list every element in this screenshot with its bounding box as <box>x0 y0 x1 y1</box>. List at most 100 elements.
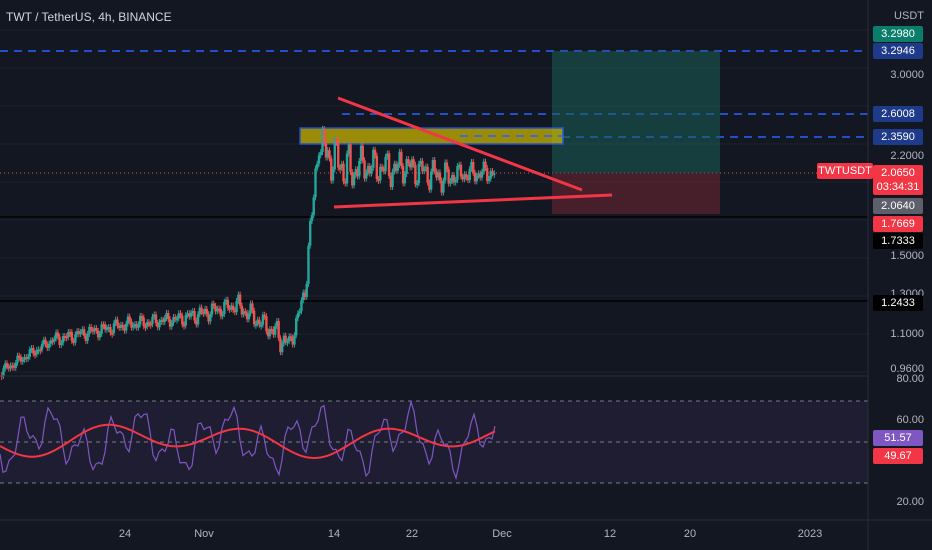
candle-body <box>280 343 284 353</box>
badge-rsi-ma[interactable]: 49.67 <box>873 448 923 464</box>
candle-body <box>419 160 422 164</box>
candle-body <box>484 161 487 169</box>
candle-body <box>70 332 74 341</box>
candle-body <box>93 328 96 332</box>
candle-body <box>438 172 442 181</box>
candle-body <box>401 166 405 184</box>
candle-body <box>60 342 63 346</box>
candle-body <box>331 169 335 181</box>
candle-body <box>32 347 35 354</box>
candle-body <box>56 332 60 337</box>
badge-rsi[interactable]: 51.57 <box>873 430 923 446</box>
candle-body <box>18 355 21 358</box>
candle-body <box>126 316 130 324</box>
candle-body <box>314 168 317 198</box>
candle-body <box>266 331 270 337</box>
candle-body <box>47 343 51 349</box>
candle-body <box>144 326 147 329</box>
candle-body <box>421 160 424 172</box>
candle-body <box>263 314 266 317</box>
symbol-title[interactable]: TWT / TetherUS, 4h, BINANCE <box>6 10 172 24</box>
badge-stop[interactable]: 1.7669 <box>873 216 923 232</box>
candle-body <box>91 329 95 332</box>
candle-body <box>393 163 396 172</box>
candle-body <box>51 340 54 343</box>
candle-body <box>300 300 303 312</box>
badge-support-1[interactable]: 1.7333 <box>873 233 923 249</box>
candle-body <box>391 171 394 187</box>
candle-body <box>132 325 135 328</box>
candle-body <box>228 307 231 310</box>
candle-body <box>454 179 457 183</box>
candle-body <box>135 324 138 328</box>
candle-body <box>119 324 123 328</box>
candle-body <box>212 303 216 306</box>
candle-body <box>265 316 268 332</box>
candle-body <box>463 174 466 180</box>
candle-body <box>450 175 454 181</box>
badge-target[interactable]: 3.2980 <box>873 26 923 42</box>
candle-body <box>214 305 217 312</box>
time-label-24: 24 <box>118 528 132 540</box>
candle-body <box>184 315 187 326</box>
candle-body <box>282 335 286 344</box>
candle-body <box>449 180 452 184</box>
candle-body <box>435 171 438 178</box>
badge-level-1[interactable]: 3.2946 <box>873 43 923 59</box>
candle-body <box>354 169 357 176</box>
candle-body <box>224 299 228 302</box>
badge-symbol[interactable]: TWTUSDT <box>817 163 873 179</box>
badge-level-2[interactable]: 2.6008 <box>873 106 923 122</box>
candle-body <box>103 324 107 330</box>
candle-body <box>442 180 445 193</box>
candle-body <box>54 332 58 339</box>
candle-body <box>102 324 105 327</box>
candle-body <box>37 349 40 352</box>
candle-body <box>4 363 7 369</box>
candle-body <box>198 307 202 315</box>
badge-entry[interactable]: 2.0640 <box>873 198 923 214</box>
candle-body <box>200 307 203 313</box>
candle-body <box>372 149 375 168</box>
candle-body <box>233 310 237 313</box>
candle-body <box>309 220 312 246</box>
candle-body <box>294 318 298 336</box>
badge-price[interactable]: 2.0650 <box>873 165 923 181</box>
candle-body <box>389 175 393 187</box>
candle-body <box>49 340 53 344</box>
candle-body <box>96 330 100 338</box>
candle-body <box>112 323 116 333</box>
candle-body <box>203 308 207 313</box>
candle-body <box>429 171 433 190</box>
candle-body <box>489 171 492 179</box>
candle-body <box>149 323 152 326</box>
candle-body <box>272 329 275 335</box>
candle-body <box>75 331 79 335</box>
candle-body <box>79 331 82 335</box>
candle-body <box>14 362 17 368</box>
take-profit-zone <box>552 51 720 173</box>
candle-body <box>28 349 31 357</box>
candle-body <box>168 319 172 327</box>
badge-level-3[interactable]: 2.3590 <box>873 129 923 145</box>
time-label-dec: Dec <box>492 528 512 540</box>
candle-body <box>275 321 279 327</box>
candle-body <box>470 161 473 169</box>
badge-countdown[interactable]: 03:34:31 <box>873 179 923 195</box>
candle-body <box>344 181 347 184</box>
candle-body <box>153 314 156 317</box>
candle-body <box>335 138 338 143</box>
candle-body <box>386 153 389 157</box>
candle-body <box>23 357 26 360</box>
candle-body <box>426 166 429 183</box>
candle-body <box>415 183 419 186</box>
candle-body <box>205 308 209 315</box>
candle-body <box>74 334 77 343</box>
candle-body <box>161 319 165 323</box>
candle-body <box>100 324 103 334</box>
badge-support-2[interactable]: 1.2433 <box>873 295 923 311</box>
candle-body <box>221 314 224 317</box>
candle-body <box>461 176 464 180</box>
candle-body <box>170 322 173 327</box>
